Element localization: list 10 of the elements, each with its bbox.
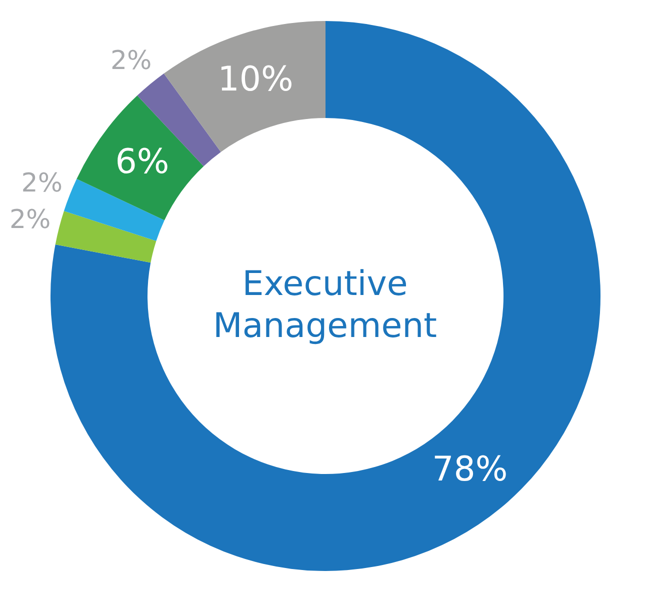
data-label: 10% xyxy=(218,60,294,100)
data-label: 2% xyxy=(110,46,152,76)
data-label: 2% xyxy=(9,205,51,236)
donut-slice xyxy=(64,178,164,241)
text: Executive Management xyxy=(213,264,437,346)
donut-slice xyxy=(55,211,156,263)
data-label: 2% xyxy=(21,168,63,199)
donut-slice xyxy=(76,96,204,220)
data-label: 78% xyxy=(432,450,508,490)
data-label: 6% xyxy=(115,142,170,182)
